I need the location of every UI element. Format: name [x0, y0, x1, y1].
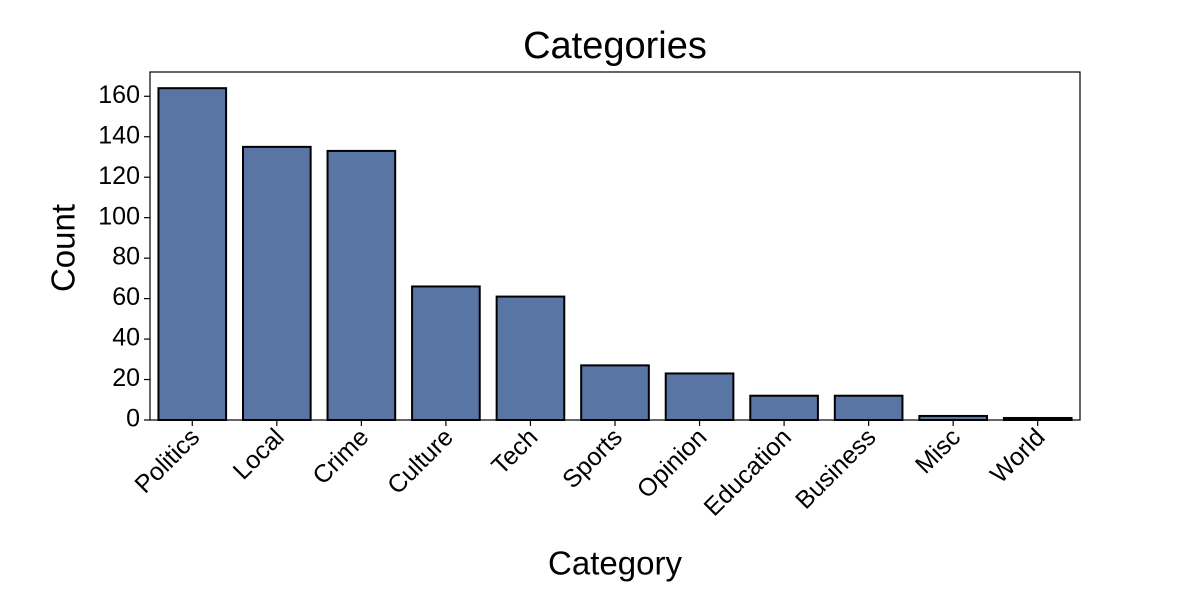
- y-tick-label: 40: [112, 324, 140, 352]
- y-tick-label: 120: [98, 162, 140, 190]
- bar: [580, 364, 650, 422]
- bar: [411, 285, 481, 421]
- y-tick-label: 20: [112, 364, 140, 392]
- y-tick-label: 0: [126, 405, 140, 433]
- bar: [495, 295, 566, 421]
- chart-title: Categories: [523, 25, 707, 67]
- y-tick-label: 140: [98, 121, 140, 149]
- bar: [833, 394, 904, 421]
- y-tick-label: 100: [98, 202, 140, 230]
- y-tick-label: 160: [98, 81, 140, 109]
- plot-frame: [149, 71, 1081, 421]
- bar: [326, 149, 397, 421]
- bar: [157, 87, 228, 422]
- x-axis-label: Category: [548, 545, 682, 582]
- bar: [242, 145, 312, 421]
- y-tick-label: 60: [112, 283, 140, 311]
- bar: [664, 372, 735, 422]
- y-axis-label: Count: [45, 204, 82, 292]
- bar: [749, 394, 819, 421]
- bar: [918, 414, 989, 422]
- y-tick-label: 80: [112, 243, 140, 271]
